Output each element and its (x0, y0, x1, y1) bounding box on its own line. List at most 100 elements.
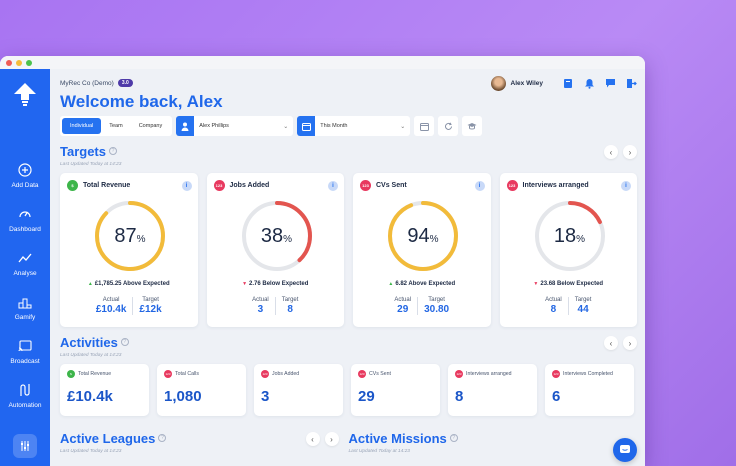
training-button[interactable] (462, 116, 483, 136)
info-icon[interactable]: i (474, 180, 485, 191)
gauge-percent-value: 87 (114, 224, 137, 247)
company-name[interactable]: MyRec Co (Demo) (60, 79, 114, 87)
sidebar-item-broadcast[interactable]: Broadcast (0, 338, 50, 365)
support-chat-button[interactable] (613, 438, 637, 462)
activity-card[interactable]: 123 Total Calls 1,080 (157, 364, 246, 416)
chevron-right-icon[interactable]: › (324, 432, 339, 446)
refresh-icon (444, 122, 452, 130)
gauge-value: 18% (532, 198, 608, 274)
expected-status: ▼ 23.68 Below Expected (500, 281, 638, 287)
user-menu[interactable]: Alex Wiley (490, 75, 553, 91)
expected-status: ▲ £1,785.25 Above Expected (60, 281, 198, 287)
maximize-window-button[interactable] (26, 59, 32, 66)
chevron-left-icon[interactable]: ‹ (604, 336, 618, 350)
sidebar-item-label: Broadcast (10, 358, 40, 365)
sidebar-item-analyse[interactable]: Analyse (0, 250, 50, 277)
chevron-down-icon: ⌄ (283, 123, 289, 130)
actual-label: Actual (252, 297, 269, 303)
target-value: £12k (139, 304, 162, 315)
notification-bell-icon[interactable] (583, 77, 595, 89)
target-column: Target 30.80 (417, 297, 455, 315)
tab-individual[interactable]: Individual (62, 118, 102, 134)
logout-icon[interactable] (625, 77, 637, 89)
gauge-progress (95, 201, 165, 271)
sidebar-item-gamify[interactable]: Gamify (0, 294, 50, 321)
actual-label: Actual (394, 297, 412, 303)
activity-card-header: $ Total Revenue (67, 370, 142, 378)
refresh-button[interactable] (438, 116, 459, 136)
tab-team[interactable]: Team (109, 123, 123, 129)
user-icon (176, 116, 195, 136)
percent-sign: % (283, 234, 293, 245)
help-icon[interactable]: ? (158, 434, 167, 442)
sidebar-item-dashboard[interactable]: Dashboard (0, 206, 50, 233)
activity-label: Interviews Completed (563, 371, 613, 377)
gauge-percent-value: 18 (553, 224, 577, 247)
user-name[interactable]: Alex Wiley (510, 79, 543, 87)
graduation-cap-icon (467, 123, 477, 130)
activities-title: Activities (60, 335, 118, 350)
cast-icon (17, 338, 33, 354)
target-card[interactable]: 123 Jobs Added i 38% ▼ 2.76 Below Expecte… (206, 173, 345, 327)
target-card[interactable]: $ Total Revenue i 87% ▲ £1,785.25 Above E… (60, 173, 198, 327)
activity-label: Jobs Added (272, 371, 300, 377)
scope-tabs: Individual Team Company (60, 116, 173, 136)
main-content: MyRec Co (Demo) 3.0 Alex Wiley Welcome b… (50, 69, 645, 466)
expected-status: ▲ 6.82 Above Expected (353, 281, 491, 287)
info-icon[interactable]: i (328, 180, 338, 191)
progress-gauge (95, 201, 165, 271)
help-icon[interactable]: ? (449, 434, 458, 442)
arrow-up-icon: ▲ (388, 281, 394, 287)
activity-card[interactable]: $ Total Revenue £10.4k (60, 364, 149, 416)
chat-bubble-icon[interactable] (604, 77, 616, 89)
book-icon[interactable] (562, 77, 574, 89)
activity-card[interactable]: 123 CVs Sent 29 (351, 364, 440, 416)
activity-value: 29 (358, 388, 375, 405)
activity-card[interactable]: 123 Interviews Completed 6 (545, 364, 634, 416)
gauge-progress (388, 201, 458, 271)
metric-badge-icon: 123 (360, 180, 371, 191)
bottom-sections: Active Leagues? Last Updated Today at 14… (60, 430, 637, 454)
activities-header: Activities? Last Updated Today at 14:23 … (60, 334, 637, 358)
info-icon[interactable]: i (621, 180, 631, 191)
minimize-window-button[interactable] (16, 59, 22, 66)
sidebar-item-automation[interactable]: Automation (0, 382, 50, 409)
sidebar-item-label: Automation (8, 402, 42, 409)
trend-icon (17, 250, 33, 266)
actual-column: Actual £10.4k (90, 297, 133, 315)
app-window: Add Data Dashboard Analyse Gamify Broadc… (0, 56, 645, 466)
leagues-title: Active Leagues (60, 431, 156, 446)
metric-badge-icon: 123 (455, 370, 463, 378)
activity-card[interactable]: 123 Interviews arranged 8 (448, 364, 537, 416)
settings-sliders-button[interactable] (13, 434, 37, 458)
custom-date-button[interactable] (414, 116, 435, 136)
app-logo-icon[interactable] (12, 81, 38, 107)
progress-gauge (534, 201, 605, 271)
chevron-left-icon[interactable]: ‹ (604, 145, 618, 159)
activity-label: Interviews arranged (466, 371, 512, 377)
activity-label: Total Revenue (78, 371, 112, 377)
chevron-right-icon[interactable]: › (623, 145, 637, 159)
chevron-left-icon[interactable]: ‹ (305, 432, 320, 446)
expected-status-text: 6.82 Above Expected (395, 281, 456, 287)
speedometer-icon (17, 206, 33, 222)
activity-card[interactable]: 123 Jobs Added 3 (254, 364, 343, 416)
help-icon[interactable]: ? (109, 147, 117, 155)
tab-company[interactable]: Company (138, 123, 163, 129)
activity-value: £10.4k (67, 388, 113, 405)
actual-column: Actual 29 (388, 297, 417, 315)
help-icon[interactable]: ? (120, 338, 129, 346)
chevron-right-icon[interactable]: › (623, 336, 637, 350)
info-icon[interactable]: i (181, 180, 192, 191)
target-values: Actual 3 Target 8 (207, 297, 345, 315)
missions-updated: Last Updated Today at 14:23 (348, 449, 410, 454)
target-column: Target 44 (567, 297, 598, 315)
target-card[interactable]: 123 Interviews arranged i 18% ▼ 23.68 Bel… (499, 173, 638, 327)
period-select[interactable]: This Month ⌄ (297, 116, 411, 136)
percent-sign: % (576, 234, 586, 245)
person-select[interactable]: Alex Phillips ⌄ (176, 116, 294, 136)
target-card[interactable]: 123 CVs Sent i 94% ▲ 6.82 Above Expected … (353, 173, 491, 327)
close-window-button[interactable] (6, 59, 12, 66)
avatar[interactable] (490, 75, 506, 91)
sidebar-item-add-data[interactable]: Add Data (0, 162, 50, 189)
